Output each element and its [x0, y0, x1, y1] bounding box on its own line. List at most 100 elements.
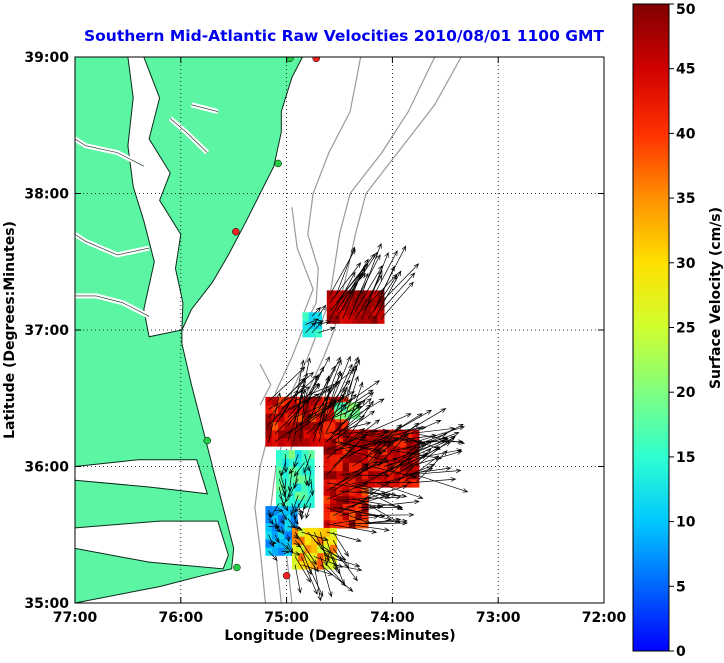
- velocity-vector-195: [274, 534, 280, 544]
- y-tick-label-2: 37:00: [24, 323, 69, 339]
- velocity-cell-248: [301, 482, 309, 492]
- velocity-vector-250: [329, 262, 362, 303]
- velocity-cell-144: [380, 454, 388, 463]
- velocity-cell-258: [307, 458, 315, 468]
- velocity-cell-53: [316, 396, 324, 406]
- velocity-cell-109: [349, 454, 356, 463]
- velocity-cell-327: [340, 410, 348, 420]
- velocity-cell-266: [271, 547, 279, 556]
- velocity-vector-231: [320, 531, 329, 567]
- velocity-cell-19: [284, 429, 292, 439]
- velocity-vector-280: [311, 320, 325, 325]
- y-axis-label: Latitude (Degrees:Minutes): [2, 221, 18, 439]
- velocity-vector-212: [293, 518, 299, 525]
- velocity-vectors: [267, 242, 469, 602]
- velocity-vector-229: [320, 556, 333, 598]
- velocity-cell-349: [352, 315, 360, 324]
- velocity-cell-363: [371, 298, 379, 308]
- velocity-cell-326: [334, 402, 342, 412]
- velocity-cell-173: [406, 446, 414, 455]
- velocity-cell-301: [304, 552, 312, 562]
- velocity-cell-39: [303, 413, 311, 423]
- velocity-cell-368: [377, 290, 385, 300]
- velocity-cell-125: [361, 437, 369, 447]
- velocity-cell-338: [333, 306, 341, 316]
- velocity-vector-90: [364, 413, 412, 435]
- velocity-vector-172: [287, 470, 293, 492]
- velocity-cell-241: [295, 482, 302, 492]
- velocity-cell-337: [333, 315, 341, 324]
- velocity-cell-160: [393, 437, 401, 447]
- velocity-cell-62: [328, 421, 336, 431]
- velocity-vector-121: [409, 477, 457, 484]
- velocity-vector-46: [325, 359, 342, 402]
- velocity-vector-220: [301, 548, 312, 576]
- velocity-cell-102: [342, 454, 350, 463]
- velocity-cell-244: [295, 458, 302, 468]
- velocity-cell-42: [309, 437, 317, 447]
- velocity-cell-136: [374, 462, 382, 472]
- velocity-cell-141: [380, 478, 388, 488]
- velocity-cell-45: [309, 413, 317, 423]
- river-bank-1: [75, 234, 150, 256]
- x-tick-label-0: 77:00: [53, 610, 98, 626]
- velocity-cell-341: [339, 315, 347, 324]
- velocity-cell-143: [380, 462, 388, 472]
- velocity-vector-199: [281, 549, 290, 554]
- velocity-vector-11: [281, 371, 314, 402]
- colorbar-tick-label-0: 0: [676, 644, 686, 659]
- velocity-cell-343: [339, 298, 347, 308]
- velocity-cell-362: [371, 306, 379, 316]
- velocity-vector-131: [415, 448, 463, 459]
- velocity-cell-373: [308, 320, 316, 330]
- velocity-cell-14: [278, 421, 285, 431]
- velocity-vector-133: [415, 425, 466, 443]
- y-tick-label-4: 39:00: [24, 50, 69, 66]
- velocity-vector-23: [300, 388, 307, 442]
- velocity-vector-170: [291, 503, 297, 520]
- velocity-cell-151: [387, 454, 394, 463]
- velocity-cell-307: [310, 544, 318, 554]
- x-tick-label-5: 72:00: [582, 610, 627, 626]
- velocity-cell-249: [301, 474, 309, 484]
- velocity-vector-57: [344, 400, 374, 443]
- velocity-vector-127: [409, 426, 456, 435]
- velocity-cell-164: [399, 462, 407, 472]
- velocity-vector-104: [390, 464, 436, 484]
- velocity-cell-112: [349, 429, 356, 439]
- velocity-vector-267: [361, 242, 382, 295]
- velocity-vector-210: [293, 533, 299, 540]
- velocity-vector-178: [293, 454, 299, 468]
- velocity-vector-55: [338, 380, 381, 410]
- velocity-cell-251: [301, 458, 309, 468]
- velocity-cell-167: [399, 437, 407, 447]
- velocity-vector-284: [318, 304, 327, 317]
- y-tick-label-3: 38:00: [24, 187, 69, 203]
- velocity-cell-105: [342, 429, 350, 439]
- velocity-vector-182: [293, 462, 305, 477]
- velocity-cell-84: [323, 429, 331, 439]
- velocity-cell-2: [265, 421, 273, 431]
- velocity-vector-238: [332, 556, 345, 585]
- velocity-cell-23: [284, 396, 292, 406]
- velocity-cell-155: [393, 478, 401, 488]
- velocity-vector-174: [290, 495, 299, 516]
- velocity-vector-225: [313, 556, 344, 568]
- velocity-vector-26: [300, 357, 311, 402]
- velocity-vector-76: [339, 441, 384, 455]
- velocity-cell-149: [387, 470, 394, 480]
- river-bank-2: [75, 295, 150, 317]
- velocity-cell-38: [303, 421, 311, 431]
- velocity-vector-222: [307, 564, 324, 597]
- velocity-cell-87: [330, 462, 337, 472]
- velocity-cell-364: [371, 290, 379, 300]
- velocity-cell-47: [309, 396, 317, 406]
- velocity-cell-95: [336, 454, 344, 463]
- velocity-cell-29: [290, 396, 298, 406]
- velocity-cell-4: [265, 405, 273, 414]
- velocity-vector-272: [374, 250, 398, 295]
- velocity-vector-128: [415, 449, 448, 484]
- velocity-cell-348: [345, 290, 353, 300]
- velocity-cell-325: [334, 410, 342, 420]
- velocity-vector-214: [294, 564, 302, 594]
